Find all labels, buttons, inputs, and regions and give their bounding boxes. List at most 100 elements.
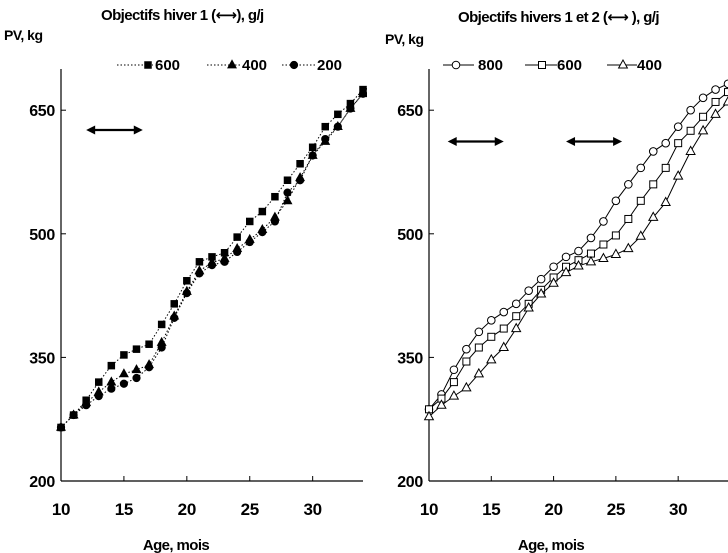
left-chart-title: Objectifs hiver 1 (⟷), g/j	[101, 7, 264, 24]
left-series-600-point	[195, 258, 204, 266]
left-series-600-point	[183, 277, 191, 285]
right-series-600-point	[661, 163, 670, 172]
right-series-400-point	[635, 230, 647, 240]
left-x-tick-label: 25	[241, 500, 259, 519]
right-series-600-point	[599, 240, 608, 249]
right-x-tick-label: 25	[607, 500, 625, 519]
right-series-600-point	[674, 139, 683, 148]
left-y-tick-label: 650	[29, 103, 55, 120]
left-series-200-point	[283, 188, 292, 197]
right-series-400-point	[560, 266, 572, 277]
right-series-400-point	[685, 145, 696, 155]
left-series-200-point	[245, 237, 254, 247]
right-series-800-point	[524, 286, 533, 295]
left-y-tick-label: 500	[29, 227, 55, 244]
right-series-800-point	[586, 233, 596, 243]
right-series-800-point	[611, 196, 621, 206]
right-series-800-point	[723, 79, 728, 89]
right-x-axis-label: Age, mois	[518, 537, 585, 553]
right-series-800-point	[549, 262, 558, 272]
right-series-400-point	[498, 341, 509, 352]
right-series-400-point	[660, 196, 671, 207]
right-series-800-point	[574, 246, 583, 256]
left-series-200-point	[170, 313, 179, 322]
right-series-400-line	[428, 101, 728, 418]
right-double-arrow-1	[447, 137, 504, 147]
right-plot-area	[423, 79, 728, 421]
right-series-800-point	[599, 217, 608, 226]
left-series-200-point	[372, 74, 379, 81]
right-chart-title: Objectifs hivers 1 et 2 (⟷ ), g/j	[458, 9, 659, 26]
right-series-600-point	[512, 312, 521, 321]
left-series-200-point	[258, 228, 267, 237]
left-series-600-point	[233, 233, 241, 241]
left-series-600-point	[120, 351, 128, 359]
left-x-tick-label: 15	[115, 500, 133, 519]
left-series-600-point	[95, 378, 103, 386]
left-series-400-point	[118, 368, 129, 378]
left-series-200-point	[358, 89, 367, 98]
right-legend-label-800: 800	[478, 57, 503, 74]
right-series-600-point	[474, 343, 483, 352]
left-series-600-point	[271, 192, 279, 201]
right-series-400-point	[610, 248, 622, 258]
right-series-400-point	[486, 353, 497, 364]
right-series-600-point	[636, 196, 645, 205]
right-series-800-point	[711, 85, 720, 94]
right-series-400-point	[523, 301, 534, 312]
right-series-400-point	[585, 255, 597, 266]
left-series-600-point	[246, 217, 254, 226]
right-double-arrow-2	[566, 137, 623, 147]
right-series-400-point	[623, 242, 634, 253]
right-series-800-point	[486, 316, 496, 325]
left-series-600-point	[372, 74, 379, 81]
right-series-400-point	[473, 367, 485, 378]
left-series-400-point	[282, 195, 293, 205]
left-series-200-point	[333, 122, 342, 131]
left-double-arrow-1	[86, 125, 143, 135]
right-series-800-point	[661, 138, 671, 148]
right-x-tick-label: 20	[544, 500, 562, 519]
right-series-400-point	[461, 381, 472, 392]
right-series-600-point	[449, 378, 458, 387]
right-series-400-point	[598, 252, 609, 263]
left-series-200-point	[82, 401, 91, 410]
left-series-200-point	[321, 134, 330, 144]
right-series-400-point	[697, 124, 709, 135]
left-series-200-point	[56, 423, 66, 432]
left-series-200-point	[119, 379, 129, 388]
left-series-600-point	[145, 340, 153, 348]
right-series-800-point	[474, 327, 484, 337]
left-series-200-point	[295, 176, 305, 185]
right-series-400-point	[722, 95, 728, 106]
left-plot-area	[56, 74, 379, 432]
right-chart: PV, kg Objectifs hivers 1 et 2 (⟷ ), g/j…	[385, 9, 728, 553]
right-y-tick-label: 650	[397, 103, 423, 120]
right-series-800-point	[673, 122, 683, 131]
left-series-600-point	[170, 300, 178, 308]
right-series-400-point	[535, 287, 547, 298]
left-series-200-point	[346, 104, 355, 113]
left-x-tick-label: 20	[178, 500, 196, 519]
right-y-axis-label: PV, kg	[385, 31, 424, 47]
left-x-axis-label: Age, mois	[143, 537, 210, 553]
left-series-600-point	[107, 361, 116, 370]
left-x-tick-label: 10	[52, 500, 70, 519]
right-x-tick-label: 10	[420, 500, 438, 519]
left-series-600-point	[296, 160, 304, 168]
right-series-800-point	[624, 180, 633, 189]
right-legend-label-400: 400	[637, 57, 662, 74]
right-legend-label-600: 600	[557, 57, 582, 74]
right-series-800-point	[536, 274, 546, 284]
left-legend-label-600: 600	[155, 57, 180, 74]
left-y-axis-label: PV, kg	[4, 27, 43, 43]
left-series-600-point	[308, 143, 317, 152]
right-series-400-point	[548, 277, 559, 287]
right-series-600-point	[462, 357, 471, 366]
right-y-tick-label: 350	[397, 350, 423, 367]
right-series-800-point	[499, 307, 509, 317]
left-series-200-point	[182, 289, 191, 298]
left-series-400-point	[106, 376, 117, 386]
right-series-400-point	[510, 322, 522, 333]
